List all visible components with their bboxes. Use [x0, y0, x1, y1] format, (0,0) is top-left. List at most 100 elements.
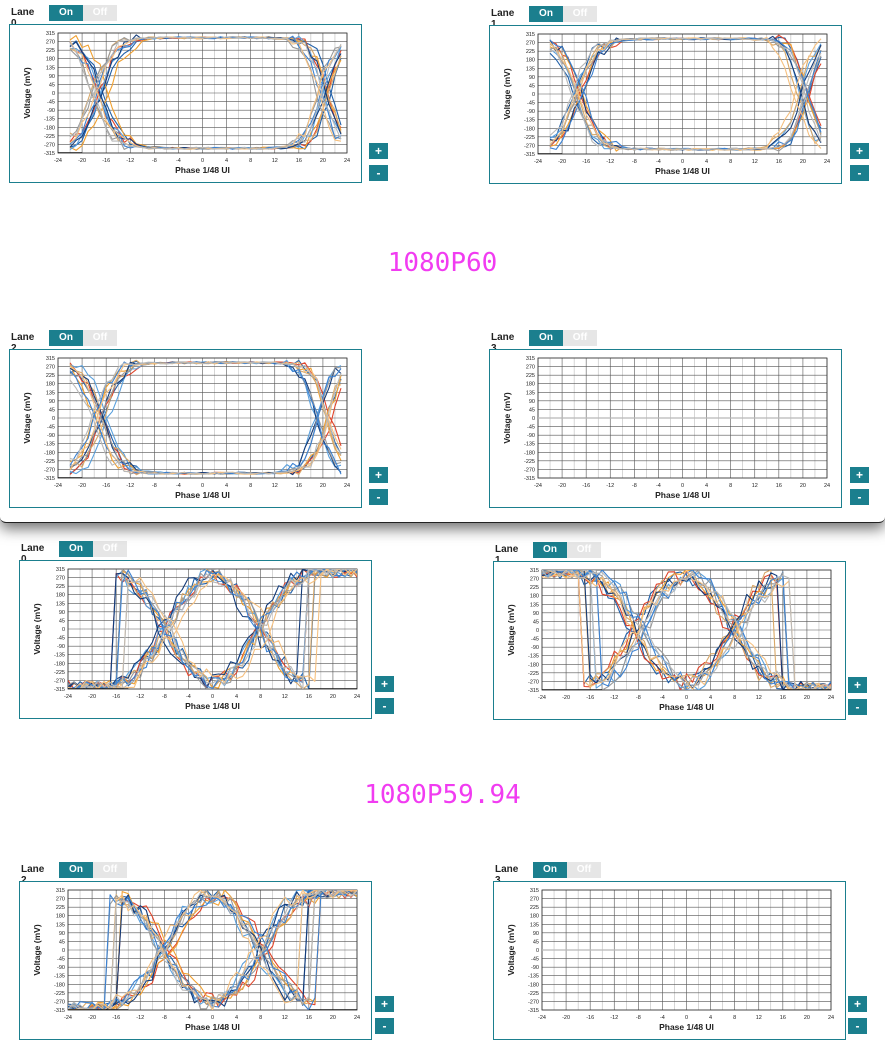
- x-tick-label: 24: [344, 158, 350, 164]
- y-tick-label: -180: [54, 982, 65, 988]
- x-tick-label: -12: [606, 483, 614, 489]
- x-tick-label: 4: [225, 483, 228, 489]
- y-tick-label: -90: [47, 108, 55, 114]
- toggle-on-button[interactable]: On: [529, 6, 563, 22]
- y-tick-label: -135: [44, 442, 55, 448]
- zoom-out-button[interactable]: -: [848, 1018, 867, 1034]
- x-tick-label: 8: [729, 159, 732, 165]
- toggle-off-button[interactable]: Off: [83, 330, 117, 346]
- y-tick-label: -225: [54, 991, 65, 997]
- toggle-off-button[interactable]: Off: [83, 5, 117, 21]
- x-tick-label: 0: [201, 483, 204, 489]
- zoom-out-button[interactable]: -: [369, 165, 388, 181]
- zoom-out-button[interactable]: -: [369, 489, 388, 505]
- y-tick-label: -45: [531, 637, 539, 643]
- y-tick-label: 180: [46, 57, 55, 63]
- series-line: [542, 570, 831, 690]
- toggle-off-button[interactable]: Off: [563, 6, 597, 22]
- y-tick-label: -315: [54, 1008, 65, 1014]
- zoom-out-button[interactable]: -: [848, 699, 867, 715]
- x-tick-label: 20: [320, 483, 326, 489]
- toggle-off-button[interactable]: Off: [563, 330, 597, 346]
- series-line: [69, 361, 342, 461]
- series-line: [69, 35, 342, 150]
- chart-svg: -24 -20 -16 -12 -8 -4 0 4 8 12 16 20 24 315 270 225 180 1…: [506, 888, 834, 1032]
- zoom-in-button[interactable]: +: [850, 467, 869, 483]
- x-tick-label: -8: [162, 1015, 167, 1021]
- y-tick-label: 0: [62, 948, 65, 954]
- x-tick-label: 0: [211, 694, 214, 700]
- series-line: [68, 890, 357, 1010]
- eye-diagram-chart: -24 -20 -16 -12 -8 -4 0 4 8 12 16 20 24 315 270 225 180 1…: [493, 561, 846, 720]
- toggle-on-button[interactable]: On: [529, 330, 563, 346]
- series-line: [69, 42, 342, 150]
- lane-label: Lane 3: [495, 864, 519, 886]
- y-tick-label: 270: [526, 365, 535, 371]
- zoom-in-button[interactable]: +: [369, 143, 388, 159]
- x-tick-label: 12: [756, 695, 762, 701]
- zoom-out-button[interactable]: -: [850, 489, 869, 505]
- series-line: [542, 570, 831, 690]
- x-tick-label: 12: [272, 158, 278, 164]
- x-tick-label: -24: [538, 1015, 546, 1021]
- y-tick-label: -180: [54, 661, 65, 667]
- x-tick-label: 16: [306, 1015, 312, 1021]
- y-tick-label: 225: [46, 48, 55, 54]
- toggle-off-button[interactable]: Off: [567, 542, 601, 558]
- zoom-in-button[interactable]: +: [850, 143, 869, 159]
- zoom-in-button[interactable]: +: [369, 467, 388, 483]
- toggle-on-button[interactable]: On: [533, 542, 567, 558]
- x-tick-label: -8: [152, 483, 157, 489]
- y-axis-label: Voltage (mV): [32, 603, 42, 654]
- x-tick-label: 20: [804, 695, 810, 701]
- y-axis-label: Voltage (mV): [32, 924, 42, 975]
- series-line: [542, 570, 831, 690]
- x-tick-label: 12: [272, 483, 278, 489]
- series-line: [68, 569, 357, 689]
- zoom-out-button[interactable]: -: [375, 698, 394, 714]
- x-tick-label: 8: [249, 483, 252, 489]
- chart-svg: -24 -20 -16 -12 -8 -4 0 4 8 12 16 20 24 315 270 225 180 1…: [32, 888, 360, 1032]
- x-tick-label: -8: [636, 695, 641, 701]
- series-line: [68, 890, 357, 1010]
- y-tick-label: 45: [49, 407, 55, 413]
- toggle-on-button[interactable]: On: [49, 330, 83, 346]
- series-line: [69, 361, 342, 463]
- zoom-out-button[interactable]: -: [850, 165, 869, 181]
- x-tick-label: 8: [733, 1015, 736, 1021]
- y-tick-label: 135: [56, 601, 65, 607]
- toggle-on-button[interactable]: On: [49, 5, 83, 21]
- x-axis-label: Phase 1/48 UI: [659, 1022, 714, 1032]
- x-tick-label: 12: [282, 694, 288, 700]
- x-tick-label: -12: [126, 158, 134, 164]
- toggle-on-button[interactable]: On: [533, 862, 567, 878]
- resolution-label: 1080P59.94: [364, 780, 521, 810]
- y-tick-label: 225: [526, 373, 535, 379]
- toggle-off-button[interactable]: Off: [93, 541, 127, 557]
- y-tick-label: 180: [56, 914, 65, 920]
- toggle-off-button[interactable]: Off: [93, 862, 127, 878]
- y-tick-label: 225: [526, 49, 535, 55]
- toggle-off-button[interactable]: Off: [567, 862, 601, 878]
- zoom-in-button[interactable]: +: [375, 676, 394, 692]
- y-tick-label: -135: [44, 117, 55, 123]
- y-tick-label: -180: [524, 450, 535, 456]
- x-tick-label: 12: [282, 1015, 288, 1021]
- y-tick-label: 315: [526, 356, 535, 362]
- y-tick-label: 135: [46, 65, 55, 71]
- toggle-on-button[interactable]: On: [59, 862, 93, 878]
- y-tick-label: 90: [533, 611, 539, 617]
- zoom-in-button[interactable]: +: [848, 677, 867, 693]
- x-tick-label: -8: [162, 694, 167, 700]
- y-tick-label: -90: [531, 645, 539, 651]
- y-tick-label: -135: [54, 974, 65, 980]
- toggle-on-button[interactable]: On: [59, 541, 93, 557]
- zoom-in-button[interactable]: +: [848, 996, 867, 1012]
- x-tick-label: 24: [828, 695, 834, 701]
- x-tick-label: 0: [681, 159, 684, 165]
- x-tick-label: -20: [88, 694, 96, 700]
- x-tick-label: -8: [632, 483, 637, 489]
- x-tick-label: 24: [354, 1015, 360, 1021]
- zoom-out-button[interactable]: -: [375, 1018, 394, 1034]
- zoom-in-button[interactable]: +: [375, 996, 394, 1012]
